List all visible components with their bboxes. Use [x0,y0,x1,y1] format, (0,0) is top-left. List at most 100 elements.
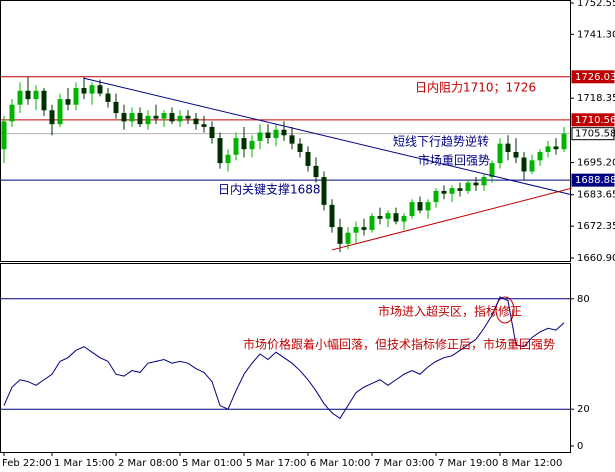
candle-body [409,202,415,216]
candle-body [465,182,471,191]
candle-body [337,227,343,244]
level-label: 1705.58 [575,129,615,140]
annotation: 短线下行趋势逆转 [393,134,489,149]
candle-body [529,160,535,172]
x-tick-label: 5 Mar 17:00 [246,458,306,469]
trend-line [83,77,573,196]
candle-body [105,93,111,102]
candle-body [57,99,63,125]
candle-body [89,85,95,94]
candle-body [393,213,399,222]
candle-body [177,115,183,122]
candle-body [33,90,39,100]
candle-body [473,182,479,186]
candle-body [561,133,567,150]
candle-body [193,118,199,125]
candle-body [73,88,79,105]
candle-body [281,129,287,136]
y-tick-label: 20 [577,404,590,415]
rsi-line [3,296,565,420]
candle-body [505,143,511,152]
candle-body [81,88,87,94]
candle-body [113,101,119,114]
annotation: 市场进入超买区，指标修正 [378,304,522,319]
candle-body [385,213,391,219]
rsi-panel [0,263,571,453]
candle-body [273,129,279,139]
candle-body [97,85,103,94]
x-tick-label: Feb 22:00 [2,458,52,469]
x-tick-label: 7 Mar 19:00 [438,458,498,469]
trend-line [331,187,573,251]
level-label: 1688.88 [575,175,615,186]
candle-body [257,132,263,141]
candle-body [321,177,327,205]
x-tick-label: 5 Mar 01:00 [182,458,242,469]
level-label-box [571,127,615,141]
candle-body [369,215,375,230]
candle-body [225,154,231,164]
candle-body [497,143,503,164]
level-label: 1726.03 [575,72,615,83]
level-label: 1710.56 [575,115,615,126]
candle-body [377,215,383,219]
candle-body [121,113,127,122]
candle-body [201,124,207,127]
candle-body [537,151,543,161]
candle-body [241,138,247,150]
y-tick-label: 1741.30 [577,29,615,40]
annotation: 日内阻力1710；1726 [415,81,536,95]
candle-body [217,138,223,164]
annotation: 市场价格跟着小幅回落，但技术指标修正后，市场重回强势 [243,337,555,352]
y-tick-label: 1672.35 [577,221,615,232]
price-panel [0,0,571,262]
candle-body [17,90,23,105]
y-tick-label: 1752.55 [577,0,615,9]
x-tick-label: 1 Mar 15:00 [54,458,114,469]
x-tick-label: 2 Mar 08:00 [118,458,178,469]
y-tick-label: 1660.90 [577,253,615,264]
candle-body [41,90,47,111]
candle-body [169,113,175,122]
candle-body [313,165,319,178]
level-label-box [571,173,615,187]
candle-body [161,113,167,119]
candle-body [289,135,295,144]
candle-body [185,115,191,119]
annotation: 市场重回强势 [418,153,490,168]
candle-body [137,113,143,125]
candle-body [49,110,55,125]
annotation: 日内关键支撑1688 [218,182,321,197]
candle-body [353,227,359,233]
candle-body [489,163,495,178]
candle-body [305,151,311,166]
candle-body [361,227,367,230]
candle-body [441,190,447,194]
candle-body [9,104,15,122]
y-tick-label: 1718.35 [577,93,615,104]
candle-body [433,190,439,203]
x-tick-label: 7 Mar 03:00 [374,458,434,469]
x-tick-label: 8 Mar 12:00 [502,458,562,469]
y-tick-label: 0 [577,441,583,452]
candle-body [425,202,431,211]
candle-body [521,157,527,172]
candle-body [209,126,215,139]
candle-body [145,115,151,125]
candle-body [457,188,463,191]
candle-body [249,140,255,150]
y-tick-label: 1695.20 [577,158,615,169]
candle-body [481,177,487,186]
candle-body [329,204,335,228]
x-tick-label: 6 Mar 10:00 [310,458,370,469]
candle-body [513,151,519,158]
candle-body [297,143,303,152]
y-tick-label: 1683.65 [577,190,615,201]
candle-body [545,146,551,152]
candle-body [417,202,423,211]
candle-body [153,115,159,119]
candle-body [553,146,559,150]
level-label-box [571,70,615,84]
candle-body [65,99,71,105]
